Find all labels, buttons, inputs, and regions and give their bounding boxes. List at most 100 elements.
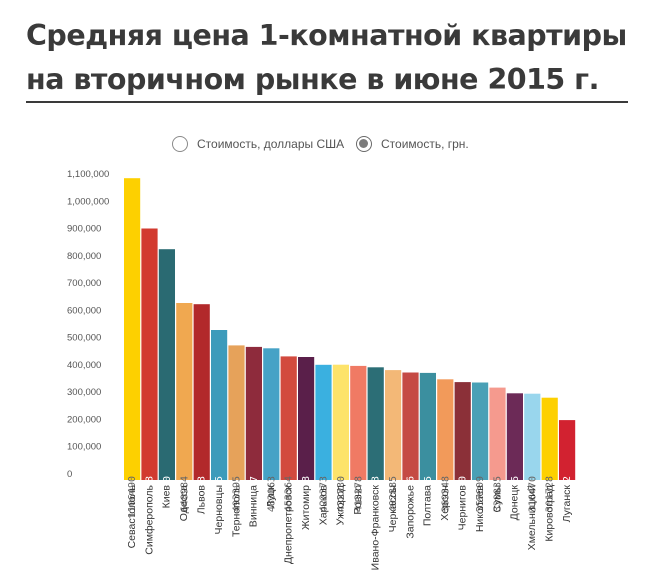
bar[interactable] — [245, 346, 262, 480]
data-label: 316470 — [527, 476, 538, 512]
x-tick-label: Тернополь — [230, 484, 242, 537]
data-label: 358890 — [458, 476, 469, 512]
bar[interactable] — [454, 382, 471, 480]
title-underline — [26, 101, 628, 103]
x-tick-label: Одесса — [178, 485, 190, 521]
bar[interactable] — [315, 364, 332, 480]
data-label: 338835 — [493, 476, 504, 512]
y-tick-label: 400,000 — [67, 360, 101, 371]
bar[interactable] — [419, 372, 436, 480]
legend-option-usd[interactable]: Стоимость, доллары США — [172, 136, 344, 152]
data-label: 392595 — [423, 476, 434, 512]
bar[interactable] — [298, 357, 315, 480]
x-tick-label: Севастополь — [126, 484, 138, 548]
x-tick-label: Луганск — [561, 485, 573, 523]
radio-usd-icon[interactable] — [172, 136, 188, 152]
data-label: 451038 — [301, 476, 312, 512]
data-label: 413278 — [353, 476, 364, 512]
y-tick-label: 1,000,000 — [67, 196, 109, 207]
x-axis: Севастополь Симферополь Киев Одесса Львов Чер… — [126, 484, 573, 570]
x-tick-label: Запорожье — [404, 485, 416, 539]
x-tick-label: Винница — [248, 485, 260, 527]
radio-uah-icon[interactable] — [356, 136, 372, 152]
y-tick-label: 500,000 — [67, 333, 101, 344]
data-label: 422730 — [336, 476, 347, 512]
bar[interactable] — [193, 304, 210, 480]
x-tick-label: Сумы — [491, 485, 503, 512]
data-label: 648984 — [179, 476, 190, 512]
y-tick-label: 600,000 — [67, 305, 101, 316]
data-label: 413133 — [371, 476, 382, 512]
data-label: 301728 — [545, 476, 556, 512]
data-label: 219702 — [562, 476, 573, 512]
legend-label-uah: Стоимость, грн. — [381, 137, 469, 151]
x-tick-label: Харьков — [317, 485, 329, 526]
data-label: 550095 — [214, 476, 225, 512]
x-tick-label: Полтава — [422, 485, 434, 526]
x-tick-label: Киев — [161, 485, 173, 509]
bar[interactable] — [472, 382, 489, 481]
x-tick-label: Хмельницкий — [526, 485, 538, 550]
bar[interactable] — [367, 367, 384, 480]
data-label: 1106490 — [127, 476, 138, 518]
x-tick-label: Луцк — [265, 485, 277, 508]
x-tick-label: Кировоград — [543, 485, 555, 542]
y-tick-label: 100,000 — [67, 442, 101, 453]
y-tick-label: 300,000 — [67, 387, 101, 398]
x-tick-label: Ужгород — [335, 485, 347, 525]
data-label: 453364 — [284, 476, 295, 512]
legend-label-usd: Стоимость, доллары США — [197, 137, 345, 151]
bar[interactable] — [402, 372, 419, 481]
x-tick-label: Житомир — [300, 485, 312, 530]
x-tick-label: Ивано-Франковск — [369, 485, 381, 571]
bar[interactable] — [141, 228, 158, 481]
bar[interactable] — [176, 303, 193, 480]
data-label: 357609 — [475, 476, 486, 512]
bar[interactable] — [524, 393, 541, 480]
bar[interactable] — [541, 397, 558, 480]
bar[interactable] — [228, 345, 245, 480]
y-tick-label: 200,000 — [67, 414, 101, 425]
y-tick-label: 0 — [67, 469, 72, 480]
bar[interactable] — [124, 178, 141, 480]
legend-option-uah[interactable]: Стоимость, грн. — [356, 136, 469, 152]
data-label: 317856 — [510, 476, 521, 512]
bar[interactable] — [489, 387, 506, 480]
data-label: 483063 — [266, 476, 277, 512]
x-tick-label: Днепропетровск — [282, 485, 294, 564]
bar[interactable] — [280, 356, 297, 480]
data-label: 846090 — [162, 476, 173, 512]
bars — [124, 178, 576, 481]
data-label: 488187 — [249, 476, 260, 512]
x-tick-label: Николаев — [474, 485, 486, 533]
y-axis: 0 100,000 200,000 300,000 400,000 500,000 600,… — [67, 169, 109, 480]
bar[interactable] — [211, 330, 228, 480]
bar[interactable] — [332, 364, 349, 480]
x-tick-label: Донецк — [509, 485, 521, 521]
y-tick-label: 1,100,000 — [67, 169, 109, 180]
data-label: 369348 — [440, 476, 451, 512]
x-tick-label: Симферополь — [143, 484, 155, 554]
x-tick-label: Херсон — [439, 485, 451, 521]
bar[interactable] — [506, 393, 523, 480]
x-tick-label: Ровно — [352, 485, 364, 515]
bar[interactable] — [437, 379, 454, 480]
bar[interactable] — [263, 348, 280, 480]
data-label: 493395 — [232, 476, 243, 512]
bar[interactable] — [559, 420, 576, 480]
x-tick-label: Львов — [195, 485, 207, 515]
data-label: 394296 — [406, 476, 417, 512]
bar[interactable] — [385, 370, 402, 480]
data-label: 644553 — [197, 476, 208, 512]
chart-title: Средняя цена 1-комнатной квартиры на вто… — [26, 19, 627, 96]
data-label: 422373 — [319, 476, 330, 512]
x-tick-label: Черновцы — [213, 485, 225, 534]
y-tick-label: 700,000 — [67, 278, 101, 289]
y-tick-label: 900,000 — [67, 224, 101, 235]
bar[interactable] — [158, 249, 175, 480]
value-labels: 1106490 922068 846090 648984 644553 550095 493… — [127, 476, 573, 518]
data-label: 922068 — [145, 476, 156, 512]
x-tick-label: Чернигов — [456, 485, 468, 531]
bar[interactable] — [350, 365, 367, 480]
